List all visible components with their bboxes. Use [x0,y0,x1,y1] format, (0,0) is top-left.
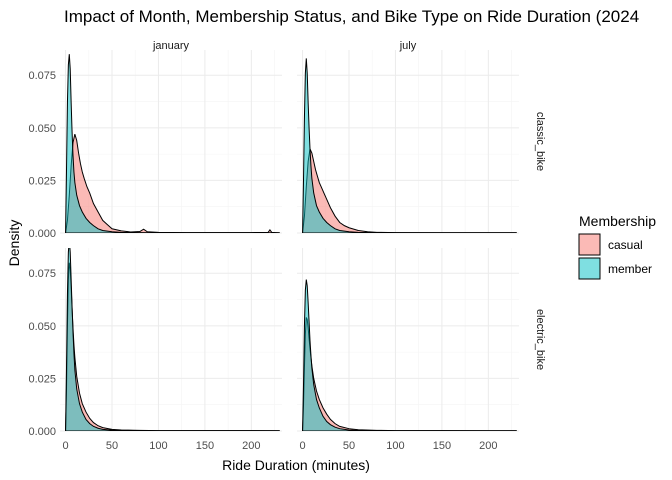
facet-label-january: january [152,40,190,52]
density-area-member [302,279,517,431]
x-tick-label: 150 [433,440,451,452]
y-tick-label: 0.050 [28,321,56,333]
x-tick-label: 100 [386,440,404,452]
legend-title: Membership [579,213,656,229]
y-tick-label: 0.075 [28,268,56,280]
y-tick-label: 0.025 [28,373,56,385]
x-tick-label: 200 [242,440,260,452]
y-tick-label: 0.075 [28,70,56,82]
panel-january-classic_bike [60,50,282,234]
facet-strips: january july classic_bike electric_bike [152,40,546,370]
x-axis-title: Ride Duration (minutes) [222,457,370,473]
density-area-member [65,248,280,431]
y-tick-labels: 0.000 0.025 0.050 0.075 0.000 0.025 0.050 0.075 [28,70,56,438]
y-tick-label: 0.000 [28,426,56,438]
y-tick-label: 0.025 [28,175,56,187]
x-tick-label: 150 [196,440,214,452]
facet-label-july: july [399,40,417,52]
density-area-casual [302,317,517,431]
legend-key-casual [578,233,601,256]
legend-label-casual: casual [608,238,643,252]
density-area-casual [65,133,280,233]
y-tick-label: 0.050 [28,123,56,135]
facet-label-electric_bike: electric_bike [534,309,546,370]
x-tick-labels: 0 50 100 150 200 0 50 100 150 200 [63,440,498,452]
panel-july-classic_bike [297,50,519,234]
x-tick-label: 100 [149,440,167,452]
facet-panels [60,50,519,432]
y-tick-label: 0.000 [28,228,56,240]
legend-label-member: member [608,262,652,276]
facet-label-classic_bike: classic_bike [534,112,546,171]
x-tick-label: 50 [106,440,118,452]
panel-july-electric_bike [297,248,519,432]
density-area-casual [302,147,517,233]
x-tick-label: 0 [300,440,306,452]
density-area-member [65,54,280,233]
panel-january-electric_bike [60,248,282,432]
x-tick-label: 200 [479,440,497,452]
density-area-member [302,58,517,233]
chart-title: Impact of Month, Membership Status, and … [64,7,639,26]
density-area-casual [65,262,280,431]
x-tick-label: 0 [63,440,69,452]
legend-key-member [578,257,601,280]
y-axis-title: Density [6,220,22,267]
legend: Membership casual member [578,213,656,280]
x-tick-label: 50 [343,440,355,452]
